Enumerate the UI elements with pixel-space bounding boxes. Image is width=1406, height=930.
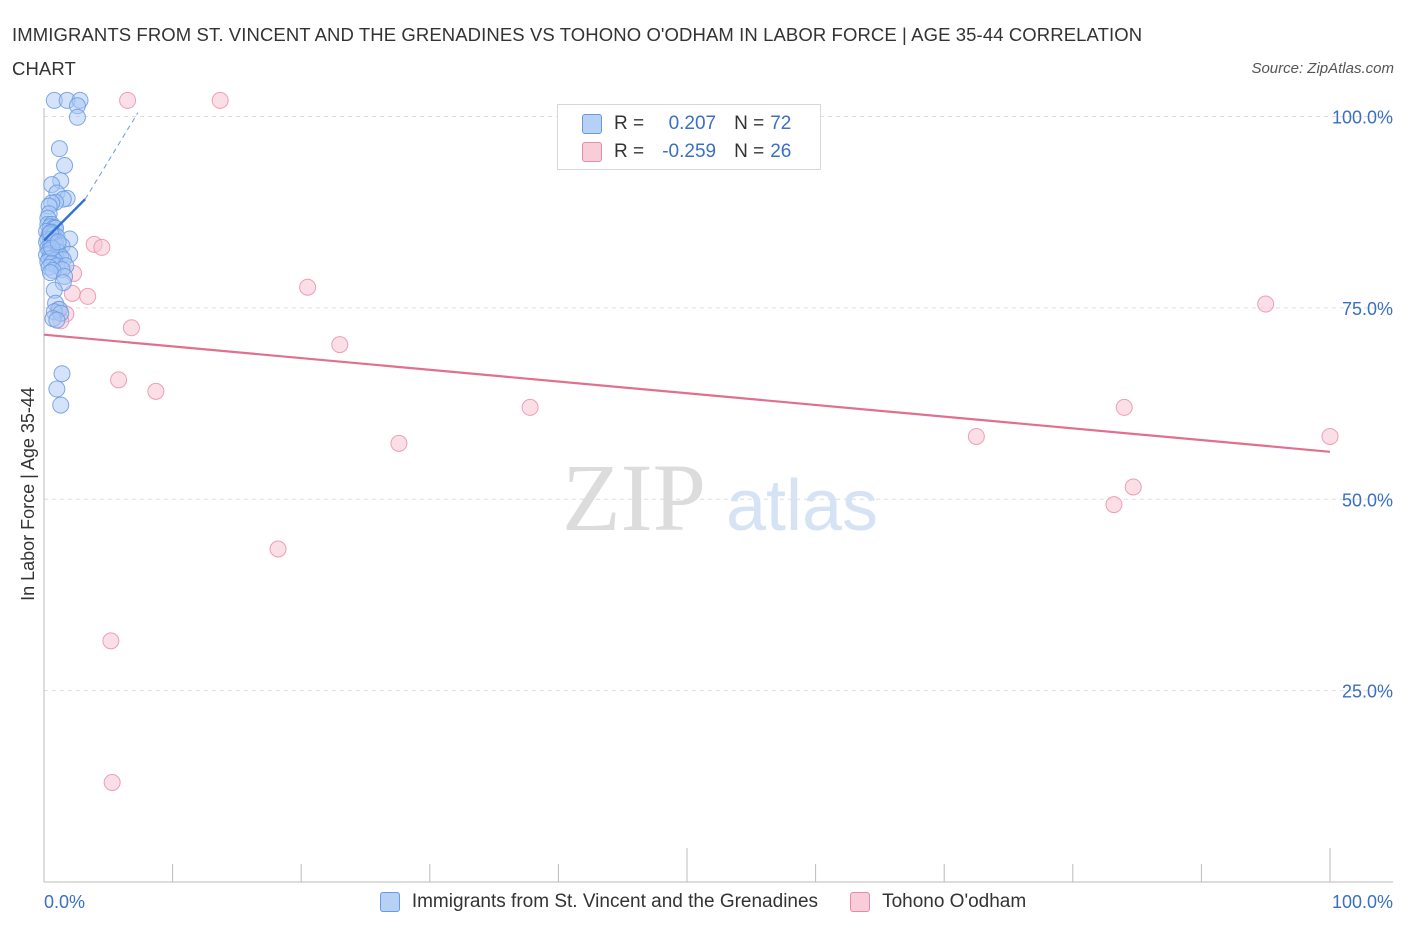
y-tick-label-25: 25.0% bbox=[1342, 682, 1393, 702]
y-tick-label-100: 100.0% bbox=[1332, 108, 1393, 128]
point-immigrants-4 bbox=[68, 108, 86, 126]
blue-swatch bbox=[582, 114, 602, 134]
point-tohono-23 bbox=[269, 540, 287, 558]
point-immigrants-68 bbox=[52, 396, 70, 414]
y-tick-label-75: 75.0% bbox=[1342, 299, 1393, 319]
trend-line-immigrants-extension bbox=[84, 112, 139, 200]
point-immigrants-67 bbox=[48, 380, 66, 398]
stats-row-pink: R = -0.259 N = 26 bbox=[582, 139, 791, 165]
trend-line-tohono bbox=[43, 333, 1331, 453]
point-tohono-0 bbox=[119, 91, 137, 109]
n-value-blue: 72 bbox=[770, 113, 792, 134]
n-value-pink: 26 bbox=[770, 141, 792, 162]
point-immigrants-66 bbox=[53, 365, 71, 383]
pink-swatch bbox=[582, 142, 602, 162]
point-tohono-5 bbox=[299, 278, 317, 296]
legend-label-tohono: Tohono O'odham bbox=[882, 891, 1027, 912]
r-label: R = bbox=[614, 141, 645, 162]
watermark-zip: ZIP bbox=[562, 444, 706, 551]
point-tohono-18 bbox=[967, 427, 985, 445]
point-tohono-19 bbox=[1321, 427, 1339, 445]
point-immigrants-6 bbox=[56, 156, 74, 174]
n-label: N = bbox=[734, 113, 765, 134]
point-tohono-12 bbox=[331, 336, 349, 354]
x-tick-label-100: 100.0% bbox=[1332, 892, 1393, 912]
axes bbox=[43, 108, 1393, 883]
legend-label-immigrants: Immigrants from St. Vincent and the Gren… bbox=[411, 891, 819, 912]
r-value-pink: -0.259 bbox=[662, 141, 717, 162]
grid-lines bbox=[44, 116, 1393, 692]
watermark-atlas: atlas bbox=[726, 466, 878, 546]
point-tohono-17 bbox=[1115, 398, 1133, 416]
point-tohono-24 bbox=[102, 632, 120, 650]
y-axis-label: In Labor Force | Age 35-44 bbox=[18, 387, 38, 601]
point-immigrants-71 bbox=[49, 233, 67, 251]
x-tick-label-0: 0.0% bbox=[44, 892, 85, 912]
pink-swatch bbox=[850, 892, 871, 912]
point-tohono-11 bbox=[122, 319, 140, 337]
legend-item-tohono[interactable]: Tohono O'odham bbox=[850, 891, 1026, 913]
blue-swatch bbox=[379, 892, 400, 912]
chart-title: IMMIGRANTS FROM ST. VINCENT AND THE GREN… bbox=[12, 24, 1143, 79]
legend-item-immigrants[interactable]: Immigrants from St. Vincent and the Gren… bbox=[379, 891, 819, 913]
point-tohono-15 bbox=[521, 398, 539, 416]
point-tohono-16 bbox=[1257, 295, 1275, 313]
point-tohono-20 bbox=[390, 434, 408, 452]
y-tick-label-50: 50.0% bbox=[1342, 490, 1393, 510]
trend-line-blue bbox=[43, 112, 139, 242]
source-label: Source: ZipAtlas.com bbox=[1251, 60, 1394, 77]
point-tohono-7 bbox=[79, 287, 97, 305]
point-tohono-21 bbox=[1105, 496, 1123, 514]
stats-row-blue: R = 0.207 N = 72 bbox=[582, 111, 791, 137]
point-tohono-1 bbox=[211, 91, 229, 109]
n-label: N = bbox=[734, 141, 765, 162]
point-tohono-25 bbox=[103, 773, 121, 791]
r-value-blue: 0.207 bbox=[668, 113, 717, 134]
trend-line-immigrants bbox=[43, 198, 87, 242]
series-legend: Immigrants from St. Vincent and the Gren… bbox=[0, 888, 1406, 916]
point-tohono-13 bbox=[110, 371, 128, 389]
r-label: R = bbox=[614, 113, 645, 134]
points-immigrants bbox=[38, 91, 89, 414]
watermark: ZIP atlas bbox=[562, 444, 878, 551]
point-tohono-14 bbox=[147, 382, 165, 400]
stats-legend: R = 0.207 N = 72 R = -0.259 N = 26 bbox=[557, 104, 821, 170]
point-tohono-22 bbox=[1124, 478, 1142, 496]
points-tohono bbox=[49, 91, 1339, 791]
point-immigrants-5 bbox=[50, 140, 68, 158]
trend-line-pink bbox=[43, 333, 1331, 453]
point-tohono-3 bbox=[93, 238, 111, 256]
tick-labels: 25.0% 50.0% 75.0% 100.0% 0.0% 100.0% bbox=[44, 108, 1393, 913]
point-immigrants-65 bbox=[48, 311, 66, 329]
